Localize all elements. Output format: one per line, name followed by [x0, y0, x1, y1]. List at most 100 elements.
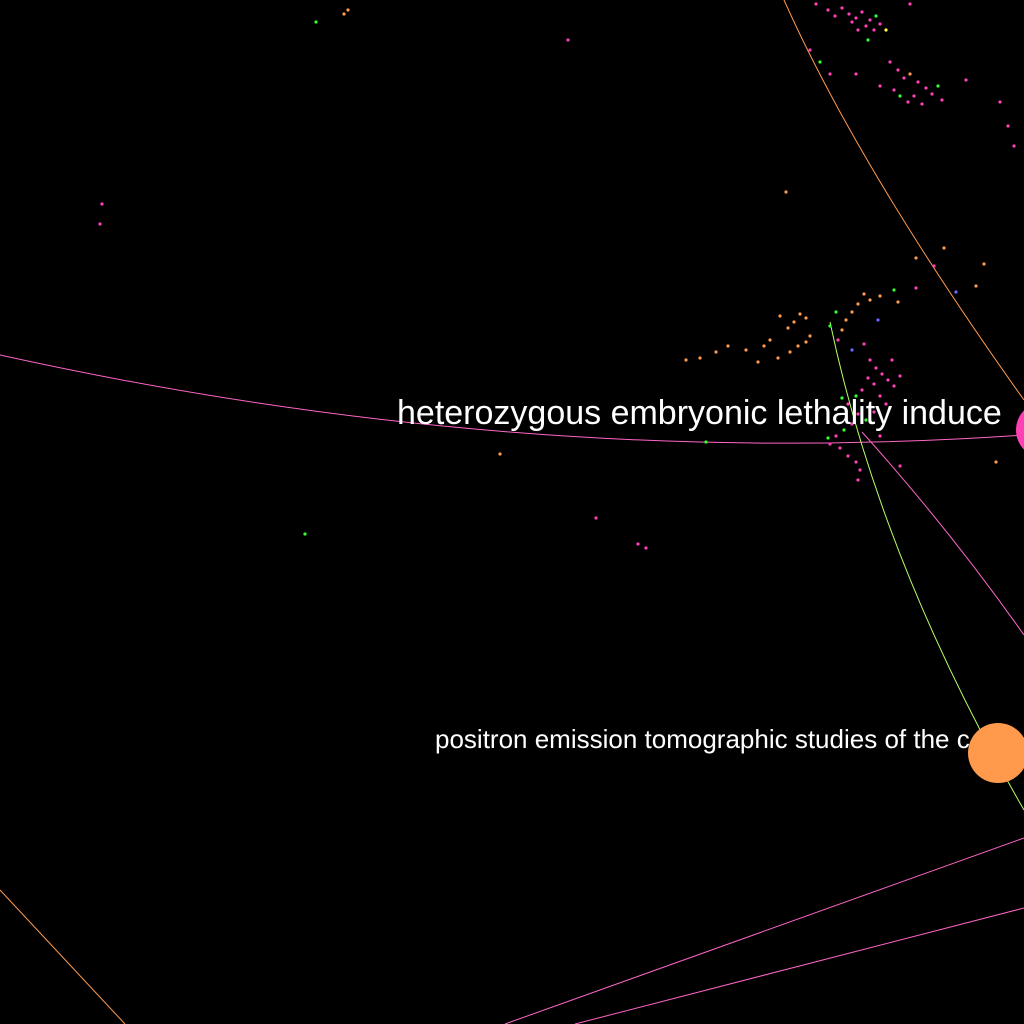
small-node-110[interactable]: [898, 464, 902, 468]
small-node-19[interactable]: [916, 80, 920, 84]
small-node-102[interactable]: [838, 446, 842, 450]
small-node-9[interactable]: [850, 20, 854, 24]
small-node-123[interactable]: [303, 532, 307, 536]
small-node-83[interactable]: [880, 372, 884, 376]
small-node-3[interactable]: [840, 6, 844, 10]
small-node-93[interactable]: [884, 402, 888, 406]
small-node-76[interactable]: [714, 350, 718, 354]
small-node-86[interactable]: [866, 376, 870, 380]
small-node-27[interactable]: [878, 84, 882, 88]
small-node-117[interactable]: [566, 38, 570, 42]
small-node-69[interactable]: [804, 340, 808, 344]
small-node-80[interactable]: [862, 342, 866, 346]
small-node-8[interactable]: [874, 14, 878, 18]
small-node-78[interactable]: [684, 358, 688, 362]
small-node-14[interactable]: [856, 28, 860, 32]
small-node-21[interactable]: [930, 92, 934, 96]
small-node-13[interactable]: [884, 28, 888, 32]
small-node-10[interactable]: [864, 24, 868, 28]
small-node-6[interactable]: [860, 10, 864, 14]
small-node-113[interactable]: [498, 452, 502, 456]
small-node-0[interactable]: [814, 2, 818, 6]
small-node-115[interactable]: [342, 12, 346, 16]
small-node-71[interactable]: [788, 350, 792, 354]
small-node-66[interactable]: [768, 338, 772, 342]
small-node-91[interactable]: [840, 396, 844, 400]
small-node-29[interactable]: [906, 100, 910, 104]
small-node-72[interactable]: [776, 356, 780, 360]
small-node-23[interactable]: [912, 94, 916, 98]
small-node-40[interactable]: [784, 190, 788, 194]
small-node-68[interactable]: [808, 334, 812, 338]
small-node-62[interactable]: [804, 316, 808, 320]
small-node-11[interactable]: [872, 28, 876, 32]
small-node-81[interactable]: [868, 358, 872, 362]
small-node-44[interactable]: [982, 262, 986, 266]
small-node-28[interactable]: [892, 88, 896, 92]
small-node-46[interactable]: [954, 290, 958, 294]
small-node-109[interactable]: [878, 434, 882, 438]
small-node-65[interactable]: [778, 314, 782, 318]
small-node-53[interactable]: [844, 318, 848, 322]
small-node-107[interactable]: [898, 374, 902, 378]
small-node-82[interactable]: [874, 366, 878, 370]
small-node-89[interactable]: [854, 394, 858, 398]
small-node-38[interactable]: [866, 38, 870, 42]
small-node-100[interactable]: [828, 442, 832, 446]
small-node-67[interactable]: [762, 344, 766, 348]
small-node-12[interactable]: [878, 22, 882, 26]
small-node-39[interactable]: [908, 2, 912, 6]
small-node-47[interactable]: [892, 288, 896, 292]
small-node-116[interactable]: [346, 8, 350, 12]
small-node-98[interactable]: [842, 428, 846, 432]
small-node-59[interactable]: [840, 328, 844, 332]
small-node-96[interactable]: [856, 412, 860, 416]
small-node-60[interactable]: [836, 338, 840, 342]
small-node-77[interactable]: [698, 356, 702, 360]
small-node-64[interactable]: [786, 326, 790, 330]
small-node-58[interactable]: [828, 324, 832, 328]
small-node-108[interactable]: [890, 358, 894, 362]
small-node-30[interactable]: [818, 60, 822, 64]
small-node-7[interactable]: [868, 18, 872, 22]
small-node-5[interactable]: [854, 16, 858, 20]
small-node-45[interactable]: [974, 284, 978, 288]
small-node-26[interactable]: [940, 98, 944, 102]
small-node-1[interactable]: [826, 8, 830, 12]
small-node-37[interactable]: [808, 48, 812, 52]
small-node-51[interactable]: [856, 302, 860, 306]
small-node-105[interactable]: [858, 468, 862, 472]
node-heterozygous-embryonic-lethality[interactable]: [1016, 402, 1024, 458]
small-node-85[interactable]: [892, 384, 896, 388]
small-node-16[interactable]: [896, 68, 900, 72]
small-node-48[interactable]: [878, 294, 882, 298]
small-node-31[interactable]: [828, 72, 832, 76]
small-node-63[interactable]: [792, 320, 796, 324]
small-node-111[interactable]: [994, 460, 998, 464]
small-node-101[interactable]: [826, 436, 830, 440]
small-node-112[interactable]: [704, 440, 708, 444]
small-node-90[interactable]: [846, 402, 850, 406]
small-node-56[interactable]: [914, 286, 918, 290]
small-node-32[interactable]: [854, 72, 858, 76]
small-node-70[interactable]: [796, 344, 800, 348]
small-node-24[interactable]: [920, 102, 924, 106]
small-node-52[interactable]: [850, 310, 854, 314]
small-node-119[interactable]: [98, 222, 102, 226]
small-node-35[interactable]: [1006, 124, 1010, 128]
small-node-17[interactable]: [902, 76, 906, 80]
small-node-42[interactable]: [914, 256, 918, 260]
small-node-87[interactable]: [872, 382, 876, 386]
small-node-50[interactable]: [862, 292, 866, 296]
small-node-54[interactable]: [876, 318, 880, 322]
small-node-92[interactable]: [878, 394, 882, 398]
small-node-49[interactable]: [868, 298, 872, 302]
small-node-25[interactable]: [898, 94, 902, 98]
small-node-118[interactable]: [100, 202, 104, 206]
small-node-104[interactable]: [854, 460, 858, 464]
small-node-120[interactable]: [594, 516, 598, 520]
small-node-103[interactable]: [846, 454, 850, 458]
small-node-34[interactable]: [998, 100, 1002, 104]
small-node-61[interactable]: [798, 312, 802, 316]
